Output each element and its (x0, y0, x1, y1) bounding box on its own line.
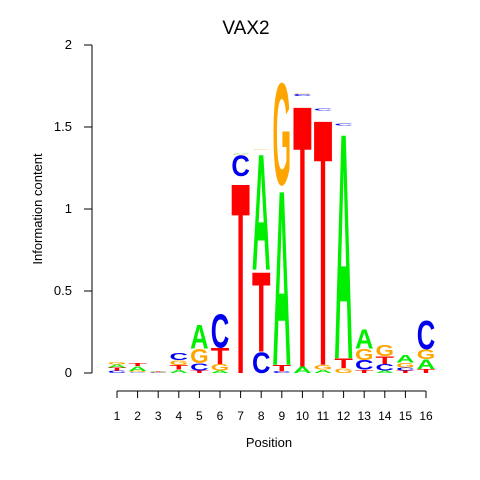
logo-letter-g: G (293, 93, 311, 94)
logo-letter-c: C (170, 351, 189, 363)
logo-letter-g: G (334, 367, 352, 375)
logo-letter-t: T (128, 362, 147, 367)
logo-letter-a: A (314, 369, 332, 374)
logo-letter-t: T (170, 363, 189, 371)
x-tick-label: 8 (258, 409, 265, 423)
x-tick-label: 13 (358, 409, 372, 423)
x-tick-label: 9 (278, 409, 285, 423)
logo-letter-a: A (190, 319, 209, 356)
logo-letter-c: C (376, 363, 395, 373)
x-tick-label: 3 (155, 409, 162, 423)
logo-letter-a: A (170, 369, 188, 374)
logo-letter-t: T (417, 368, 436, 375)
logo-letter-g: G (108, 361, 126, 365)
logo-letter-c: C (396, 366, 414, 371)
y-tick-label: 0.5 (54, 283, 72, 298)
logo-letter-t: T (314, 46, 332, 441)
logo-letter-c: C (211, 305, 229, 359)
logo-letter-t: T (108, 366, 127, 371)
x-tick-label: 7 (237, 409, 244, 423)
logo-letter-g: G (396, 361, 414, 369)
logo-letter-c: C (273, 371, 291, 374)
x-tick-label: 15 (399, 409, 413, 423)
logo-letter-a: A (355, 324, 373, 355)
y-axis-label: Information content (30, 153, 45, 265)
logo-letter-t: T (190, 370, 208, 374)
logo-letter-t: T (273, 363, 292, 373)
logo-letter-a: A (293, 365, 312, 375)
logo-letter-c: C (293, 94, 311, 97)
x-tick-label: 10 (296, 409, 310, 423)
logo-letter-t: T (293, 28, 311, 447)
x-axis: 1 2 3 4 5 6 7 8 9 10 11 12 13 14 15 16 (114, 390, 433, 423)
x-tick-label: 11 (317, 409, 330, 423)
logo-letter-c: C (334, 123, 352, 126)
logo-letter-g: G (149, 372, 167, 373)
y-tick-label: 0 (65, 365, 72, 380)
logo-letter-g: G (355, 346, 374, 363)
x-axis-label: Position (246, 435, 292, 450)
logo-letter-a: A (108, 363, 127, 368)
chart-title: VAX2 (222, 18, 269, 39)
logo-letter-c: C (149, 373, 167, 374)
logo-letter-a: A (417, 357, 436, 372)
logo-letter-t: T (376, 354, 395, 367)
x-tick-label: 5 (196, 409, 203, 423)
y-axis: 0 0.5 1 1.5 2 (54, 37, 93, 380)
logo-letter-c: C (355, 358, 374, 373)
logo-letter-g: G (252, 149, 270, 150)
logo-letter-a: A (334, 65, 352, 427)
logo-letter-t: T (396, 370, 414, 374)
logo-letter-t: T (149, 371, 167, 372)
logo-letter-a: A (252, 120, 270, 306)
y-tick-label: 1 (65, 201, 72, 216)
logo-letter-t: T (211, 344, 230, 370)
x-tick-label: 14 (378, 409, 392, 423)
logo-letter-c: C (108, 370, 127, 374)
logo-letter-g: G (314, 363, 332, 371)
logo-letter-g: G (128, 371, 147, 373)
logo-letter-c: C (231, 149, 250, 182)
x-tick-label: 16 (419, 409, 433, 423)
logo-letter-g: G (211, 362, 230, 372)
logo-letter-g: G (190, 345, 208, 368)
logo-letter-c: C (314, 109, 332, 112)
x-tick-label: 2 (134, 409, 141, 423)
logo-letter-a: A (128, 365, 147, 373)
logo-letter-t: T (231, 127, 249, 432)
logo-letter-g: G (231, 154, 249, 155)
logo-letter-a: A (149, 371, 168, 372)
x-tick-label: 6 (217, 409, 224, 423)
y-tick-label: 1.5 (54, 119, 72, 134)
logo-letter-g: G (417, 347, 435, 363)
logo-letter-t: T (355, 369, 374, 374)
logo-letter-t: T (252, 249, 270, 376)
logo-letter-t: T (334, 356, 353, 371)
x-tick-label: 12 (337, 409, 351, 423)
logo-letter-g: G (273, 53, 291, 216)
logo-letter-c: C (128, 372, 146, 373)
logo-letter-a: A (396, 353, 414, 366)
logo-letter-c: C (252, 346, 271, 379)
x-tick-label: 1 (114, 409, 121, 423)
x-tick-label: 4 (175, 409, 182, 423)
logo-letter-a: A (273, 138, 291, 418)
logo-letter-a: A (376, 370, 395, 374)
logo-letter-g: G (170, 359, 188, 367)
logo-letter-a: A (211, 370, 230, 374)
logo-letter-c: C (190, 362, 209, 374)
logo-letter-a: A (231, 153, 249, 154)
y-tick-label: 2 (65, 37, 72, 52)
logo-letter-g: G (376, 342, 395, 359)
logo-letter-c: C (417, 313, 435, 359)
